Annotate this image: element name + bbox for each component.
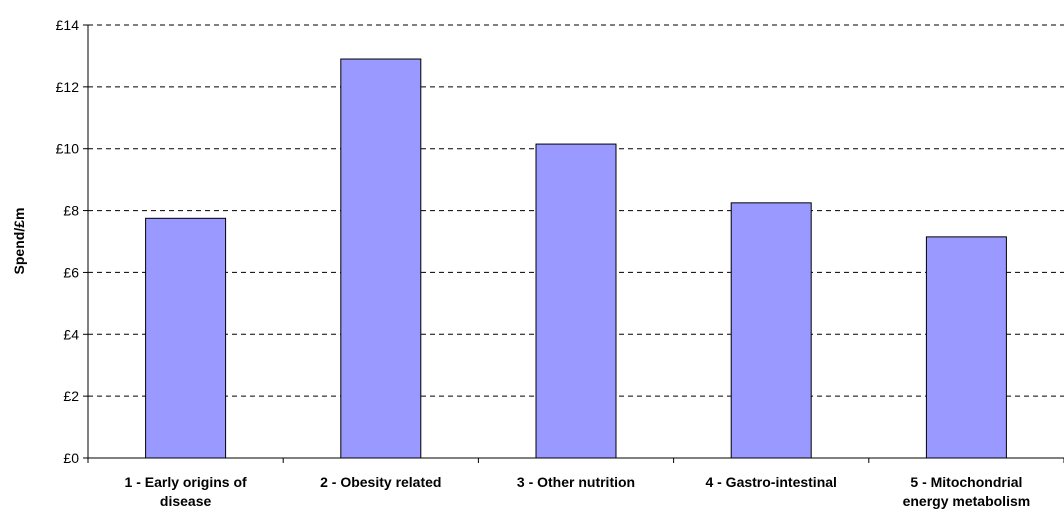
x-tick-label-line: 4 - Gastro-intestinal	[705, 474, 836, 490]
bar	[535, 143, 617, 459]
x-tick-label-line: 1 - Early origins of	[125, 474, 247, 490]
x-tick-label: 3 - Other nutrition	[517, 474, 635, 490]
y-tick-label: £8	[63, 203, 79, 219]
x-tick-label: 1 - Early origins of disease	[125, 474, 247, 509]
x-tick-label-line: 3 - Other nutrition	[517, 474, 635, 490]
y-tick-label: £0	[63, 450, 79, 466]
bar	[730, 202, 812, 459]
y-tick-label: £2	[63, 388, 79, 404]
bars	[145, 58, 1007, 459]
x-tick-label: 2 - Obesity related	[320, 474, 441, 490]
y-tick-label: £12	[56, 79, 80, 95]
x-tick-labels: 1 - Early origins of disease 2 - Obesity r…	[125, 474, 1031, 509]
bar	[145, 217, 227, 459]
x-tick-label: 5 - Mitochondrial energy metabolism	[903, 474, 1031, 509]
x-tick-label-line: 5 - Mitochondrial	[910, 474, 1022, 490]
y-tick-labels: £0 £2 £4 £6 £8 £10 £12 £14	[56, 17, 80, 466]
y-tick-label: £6	[63, 264, 79, 280]
y-tick-label: £10	[56, 141, 80, 157]
axes	[83, 24, 1064, 463]
x-tick-label-line: disease	[160, 493, 212, 509]
y-tick-label: £14	[56, 17, 80, 33]
y-axis-title: Spend/£m	[11, 208, 27, 275]
bar	[340, 58, 422, 459]
y-tick-label: £4	[63, 326, 79, 342]
bar	[925, 236, 1007, 459]
x-tick-label-line: energy metabolism	[903, 493, 1031, 509]
x-tick-label: 4 - Gastro-intestinal	[705, 474, 836, 490]
x-tick-label-line: 2 - Obesity related	[320, 474, 441, 490]
